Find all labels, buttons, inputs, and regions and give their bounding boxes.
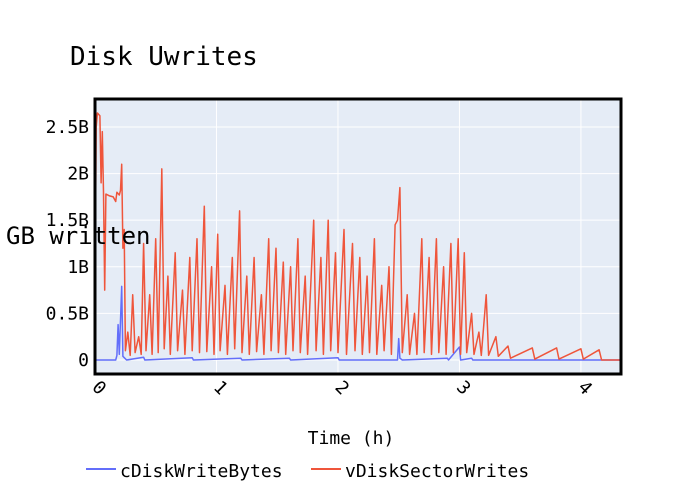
x-tick-label-4: 4 [574, 377, 597, 400]
plot-background [95, 99, 621, 374]
y-tick-label-3: 1.5B [46, 210, 89, 231]
legend-label-vdisksectorwrites: vDiskSectorWrites [345, 461, 529, 482]
series-group [94, 112, 621, 361]
y-tick-label-2: 1B [67, 257, 89, 278]
y-tick-label-5: 2.5B [46, 117, 89, 138]
x-tick-label-3: 3 [452, 377, 475, 400]
x-tick-label-2: 2 [331, 377, 354, 400]
legend-item-cdiskwritebytes[interactable]: cDiskWriteBytes [86, 461, 283, 482]
y-tick-label-4: 2B [67, 164, 89, 185]
chart-title: Disk Uwrites [70, 42, 258, 72]
x-tick-label-0: 0 [88, 377, 111, 400]
y-axis-title: GB written [6, 222, 151, 250]
y-tick-labels: 0 0.5B 1B 1.5B 2B 2.5B [46, 117, 89, 371]
x-tick-labels: 0 1 2 3 4 [88, 377, 596, 400]
plot-border [93, 97, 623, 376]
y-tick-label-1: 0.5B [46, 303, 89, 324]
legend-label-cdiskwritebytes: cDiskWriteBytes [120, 461, 283, 482]
x-tick-label-1: 1 [209, 377, 232, 400]
legend: cDiskWriteBytes vDiskSectorWrites [86, 461, 529, 482]
series-line-vdisksectorwrites [94, 112, 621, 361]
y-tick-label-0: 0 [78, 350, 89, 371]
x-axis-title: Time (h) [308, 428, 395, 449]
series-line-cdiskwritebytes [95, 285, 621, 361]
legend-item-vdisksectorwrites[interactable]: vDiskSectorWrites [311, 461, 529, 482]
